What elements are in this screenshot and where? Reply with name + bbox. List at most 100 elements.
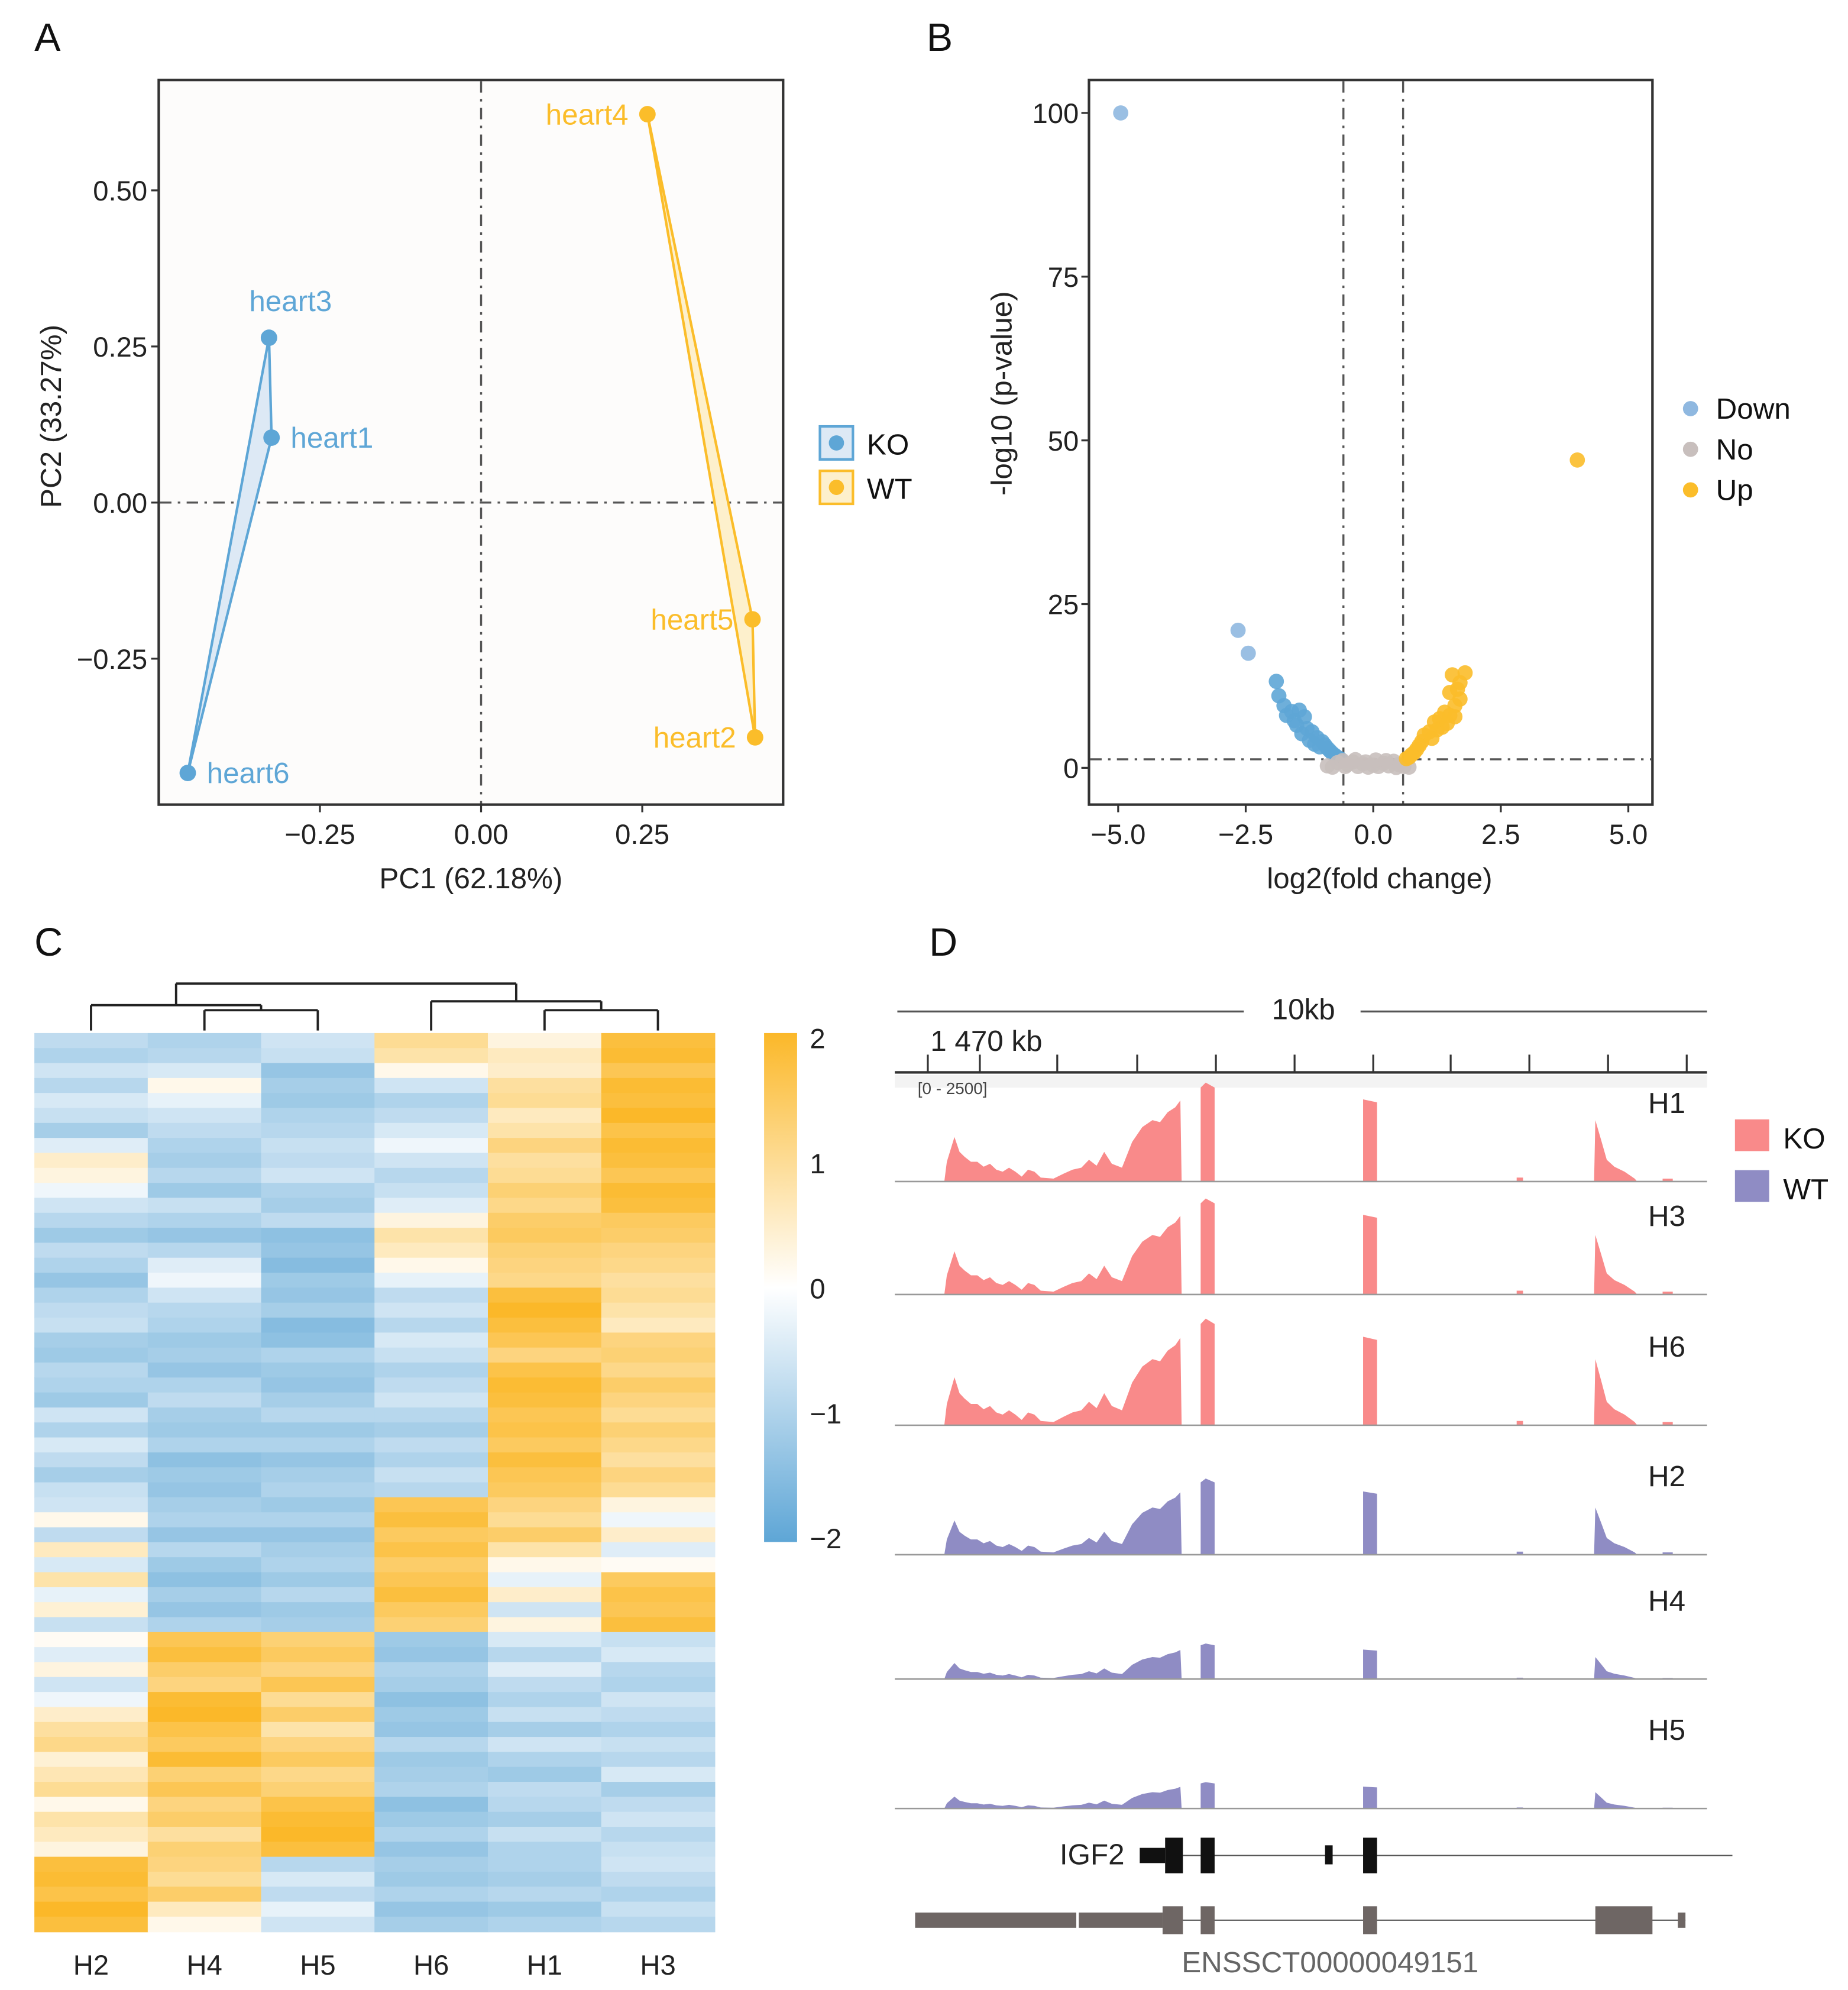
x-tick-label: 0.0 (1354, 819, 1393, 850)
heatmap-cell (601, 1811, 716, 1828)
coverage-track-H3 (944, 1198, 1675, 1295)
heatmap-cell (601, 1901, 716, 1918)
panel-label-a: A (34, 16, 61, 60)
heatmap-cell (34, 1557, 148, 1573)
x-tick-label: 0.00 (454, 819, 509, 850)
heatmap-cell (261, 1856, 376, 1873)
heatmap-cell (34, 1033, 148, 1049)
heatmap-cell (34, 1347, 148, 1364)
heatmap-cell (601, 1437, 716, 1454)
heatmap-cell (261, 1662, 376, 1678)
heatmap-cell (34, 1183, 148, 1199)
heatmap-cell (34, 1842, 148, 1858)
heatmap-cell (487, 1242, 602, 1258)
heatmap-cell (487, 1167, 602, 1184)
heatmap-cell (601, 1856, 716, 1873)
heatmap-cell (374, 1273, 489, 1289)
y-tick-label: 75 (1048, 262, 1079, 293)
igf2-exon (1165, 1837, 1183, 1873)
coverage-track-H4 (944, 1643, 1675, 1680)
heatmap-cell (34, 1122, 148, 1139)
heatmap-cell (261, 1362, 376, 1379)
heatmap-cell (374, 1617, 489, 1633)
heatmap-cell (147, 1797, 262, 1813)
heatmap-cell (147, 1617, 262, 1633)
heatmap-cell (147, 1273, 262, 1289)
heatmap-cell (147, 1752, 262, 1768)
heatmap-cell (34, 1887, 148, 1902)
legend-label-up: Up (1716, 474, 1753, 507)
heatmap-cell (147, 1871, 262, 1888)
heatmap-cell (261, 1827, 376, 1843)
heatmap-cell (374, 1198, 489, 1214)
heatmap-cell (34, 1377, 148, 1393)
legend-label-no: No (1716, 433, 1753, 466)
y-tick-label: 0 (1063, 753, 1079, 785)
heatmap-cell (34, 1662, 148, 1678)
track-legend: KO WT (1734, 1119, 1828, 1206)
heatmap-cell (34, 1437, 148, 1454)
heatmap-cell (601, 1077, 716, 1094)
legend-label-wt-track: WT (1783, 1173, 1828, 1206)
heatmap-cell (601, 1407, 716, 1423)
heatmap-cell (261, 1063, 376, 1079)
heatmap-cell (487, 1557, 602, 1573)
heatmap-cell (487, 1722, 602, 1738)
heatmap-cell (261, 1782, 376, 1798)
volcano-point-no (1358, 754, 1374, 770)
y-tick-label: 100 (1033, 98, 1079, 130)
heatmap-cell (487, 1707, 602, 1723)
heatmap-cell (601, 1302, 716, 1319)
heatmap-cell (374, 1887, 489, 1902)
volcano-point-no (1325, 759, 1341, 775)
heatmap-cell (601, 1347, 716, 1364)
heatmap-cell (147, 1318, 262, 1334)
heatmap-cell (34, 1737, 148, 1753)
point-heart1 (263, 429, 280, 446)
heatmap-cell (34, 1257, 148, 1274)
heatmap-cell (374, 1122, 489, 1139)
heatmap-cell (601, 1138, 716, 1154)
heatmap-cell (374, 1153, 489, 1169)
heatmap-cell (487, 1467, 602, 1483)
heatmap-cell (34, 1242, 148, 1258)
heatmap-cell (487, 1542, 602, 1558)
heatmap-cell (147, 1662, 262, 1678)
heatmap-cell (601, 1482, 716, 1498)
coverage-track-H6 (944, 1318, 1675, 1426)
heatmap-cell (261, 1318, 376, 1334)
heatmap-cell (261, 1422, 376, 1438)
heatmap-cell (261, 1257, 376, 1274)
heatmap-cell (487, 1362, 602, 1379)
heatmap-cell (374, 1302, 489, 1319)
y-tick-label: 0.50 (93, 176, 147, 207)
heatmap-cell (487, 1033, 602, 1049)
heatmap-cell (34, 1901, 148, 1918)
heatmap-cell (374, 1392, 489, 1409)
heatmap-cell (374, 1916, 489, 1933)
heatmap-cell (487, 1452, 602, 1468)
heatmap-cell (147, 1766, 262, 1783)
heatmap-cell (487, 1407, 602, 1423)
heatmap-cell (147, 1033, 262, 1049)
heatmap-cell (261, 1332, 376, 1348)
heatmap-cell (34, 1827, 148, 1843)
heatmap-cell (487, 1527, 602, 1543)
heatmap-cell (374, 1811, 489, 1828)
heatmap-cell (487, 1797, 602, 1813)
colorbar-tick-label: 1 (810, 1148, 825, 1180)
track-label-H5: H5 (1648, 1714, 1685, 1746)
y-tick-label: 0.00 (93, 488, 147, 519)
heatmap-cell (374, 1677, 489, 1693)
heatmap-cell (261, 1797, 376, 1813)
heatmap-cell (34, 1422, 148, 1438)
hull-wt (646, 114, 757, 738)
heatmap-cell (147, 1093, 262, 1109)
heatmap-cell (34, 1362, 148, 1379)
column-label-H4: H4 (187, 1950, 222, 1981)
heatmap-cell (147, 1632, 262, 1648)
heatmap-cell (261, 1452, 376, 1468)
legend-dot-ko (828, 435, 844, 451)
heatmap-cell (261, 1572, 376, 1588)
heatmap-cell (374, 1033, 489, 1049)
